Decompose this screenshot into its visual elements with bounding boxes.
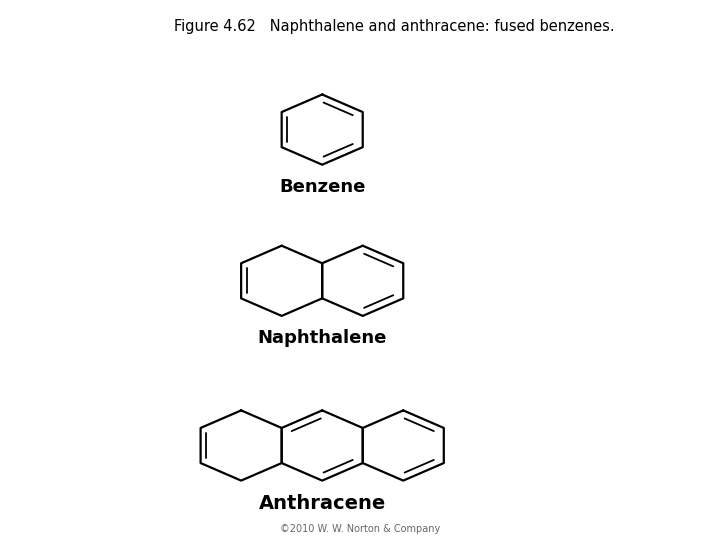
Text: ©2010 W. W. Norton & Company: ©2010 W. W. Norton & Company xyxy=(280,523,440,534)
Text: Figure 4.62   Naphthalene and anthracene: fused benzenes.: Figure 4.62 Naphthalene and anthracene: … xyxy=(174,19,614,34)
Text: Naphthalene: Naphthalene xyxy=(258,329,387,347)
Text: Anthracene: Anthracene xyxy=(258,494,386,513)
Text: Benzene: Benzene xyxy=(279,178,365,196)
